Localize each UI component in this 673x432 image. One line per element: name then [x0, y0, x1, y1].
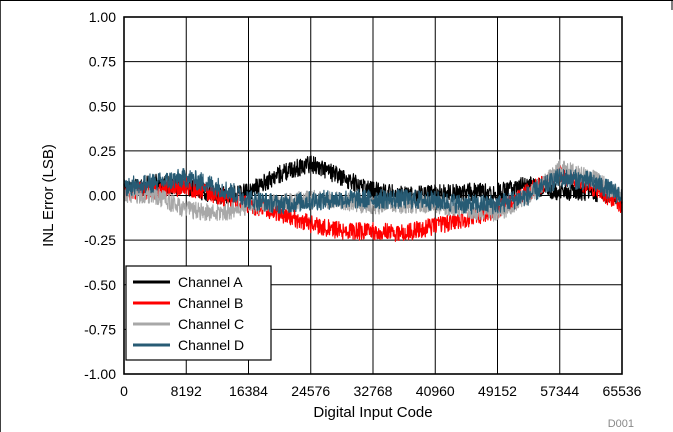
y-tick-label: -0.25 — [84, 232, 116, 248]
y-tick-label: -0.50 — [84, 277, 116, 293]
y-tick-label: 1.00 — [89, 9, 116, 25]
x-tick-label: 32768 — [354, 383, 393, 399]
x-tick-label: 49152 — [478, 383, 517, 399]
y-tick-label: 0.00 — [89, 188, 116, 204]
x-tick-label: 0 — [120, 383, 128, 399]
x-tick-label: 16384 — [229, 383, 268, 399]
y-tick-label: 0.75 — [89, 54, 116, 70]
y-tick-label: -1.00 — [84, 366, 116, 382]
x-axis-title: Digital Input Code — [313, 404, 432, 421]
legend-label: Channel B — [178, 295, 243, 311]
x-tick-label: 40960 — [416, 383, 455, 399]
legend: Channel A Channel B Channel C Channel D — [125, 265, 272, 361]
legend-label: Channel D — [178, 337, 244, 353]
legend-label: Channel C — [178, 316, 244, 332]
y-tick-label: 0.25 — [89, 143, 116, 159]
series-lines — [123, 155, 623, 242]
series-line-channel-b — [123, 164, 623, 242]
series-line-channel-d — [123, 168, 623, 215]
x-tick-label: 24576 — [291, 383, 330, 399]
legend-label: Channel A — [178, 274, 243, 290]
x-tick-label: 65536 — [603, 383, 642, 399]
y-tick-label: 0.50 — [89, 98, 116, 114]
x-tick-labels: 0 8192 16384 24576 32768 40960 49152 57344 65536 — [120, 383, 642, 399]
plot-frame — [123, 16, 623, 375]
figure-id-note: D001 — [608, 418, 634, 430]
y-tick-labels: 1.00 0.75 0.50 0.25 0.00 -0.25 -0.50 -0.75 -1.00 — [84, 9, 116, 382]
y-axis-title: INL Error (LSB) — [40, 144, 57, 247]
x-tick-label: 57344 — [540, 383, 579, 399]
y-tick-label: -0.75 — [84, 321, 116, 337]
x-tick-label: 8192 — [171, 383, 202, 399]
